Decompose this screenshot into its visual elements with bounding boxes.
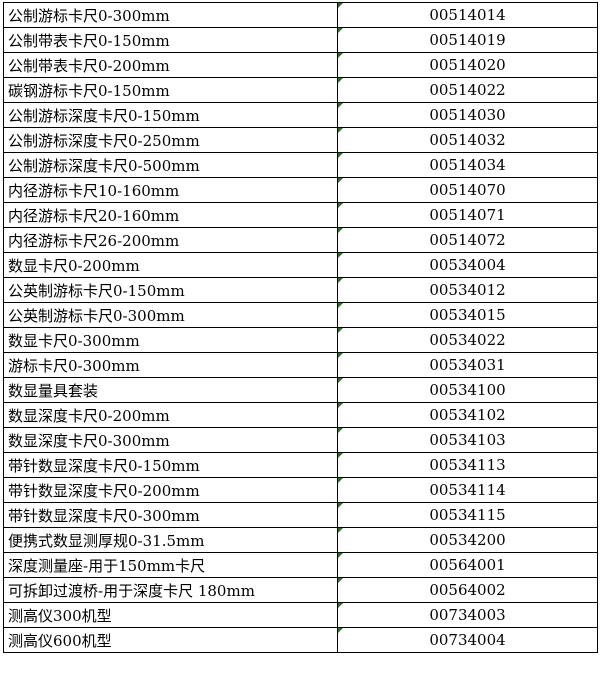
product-name-cell[interactable]: 内径游标卡尺20-160mm	[3, 202, 338, 228]
product-code-cell[interactable]: 00514030	[337, 102, 598, 128]
product-name-cell[interactable]: 数显深度卡尺0-200mm	[3, 402, 338, 428]
product-code-cell[interactable]: 00534004	[337, 252, 598, 278]
product-code-cell[interactable]: 00564001	[337, 552, 598, 578]
table-row: 测高仪600机型 00734004	[3, 627, 598, 653]
product-name-cell[interactable]: 公制游标深度卡尺0-150mm	[3, 102, 338, 128]
table-row: 数显量具套装 00534100	[3, 377, 598, 403]
product-name-cell[interactable]: 碳钢游标卡尺0-150mm	[3, 77, 338, 103]
product-code-cell[interactable]: 00514070	[337, 177, 598, 203]
table-row: 测高仪300机型 00734003	[3, 602, 598, 628]
product-code-cell[interactable]: 00564002	[337, 577, 598, 603]
product-code-cell[interactable]: 00534103	[337, 427, 598, 453]
table-row: 公制游标卡尺0-300mm 00514014	[3, 2, 598, 28]
product-name-cell[interactable]: 测高仪300机型	[3, 602, 338, 628]
product-code-cell[interactable]: 00514020	[337, 52, 598, 78]
product-name-cell[interactable]: 数显卡尺0-200mm	[3, 252, 338, 278]
product-code-cell[interactable]: 00514071	[337, 202, 598, 228]
table-row: 公制游标深度卡尺0-150mm 00514030	[3, 102, 598, 128]
table-row: 公英制游标卡尺0-300mm 00534015	[3, 302, 598, 328]
product-code-cell[interactable]: 00534200	[337, 527, 598, 553]
product-name-cell[interactable]: 便携式数显测厚规0-31.5mm	[3, 527, 338, 553]
table-row: 数显卡尺0-200mm 00534004	[3, 252, 598, 278]
table-row: 公制带表卡尺0-200mm 00514020	[3, 52, 598, 78]
product-name-cell[interactable]: 内径游标卡尺10-160mm	[3, 177, 338, 203]
table-row: 带针数显深度卡尺0-200mm 00534114	[3, 477, 598, 503]
product-code-cell[interactable]: 00534115	[337, 502, 598, 528]
table-row: 数显深度卡尺0-200mm 00534102	[3, 402, 598, 428]
product-name-cell[interactable]: 可拆卸过渡桥-用于深度卡尺 180mm	[3, 577, 338, 603]
product-name-cell[interactable]: 数显深度卡尺0-300mm	[3, 427, 338, 453]
product-code-cell[interactable]: 00514019	[337, 27, 598, 53]
product-name-cell[interactable]: 公英制游标卡尺0-150mm	[3, 277, 338, 303]
product-code-cell[interactable]: 00534113	[337, 452, 598, 478]
table-row: 带针数显深度卡尺0-300mm 00534115	[3, 502, 598, 528]
table-row: 碳钢游标卡尺0-150mm 00514022	[3, 77, 598, 103]
product-code-cell[interactable]: 00514072	[337, 227, 598, 253]
product-code-cell[interactable]: 00534012	[337, 277, 598, 303]
table-row: 公制游标深度卡尺0-500mm 00514034	[3, 152, 598, 178]
product-code-cell[interactable]: 00534100	[337, 377, 598, 403]
product-code-cell[interactable]: 00534102	[337, 402, 598, 428]
product-name-cell[interactable]: 公制游标卡尺0-300mm	[3, 2, 338, 28]
product-name-cell[interactable]: 内径游标卡尺26-200mm	[3, 227, 338, 253]
product-name-cell[interactable]: 公制游标深度卡尺0-500mm	[3, 152, 338, 178]
table-row: 数显深度卡尺0-300mm 00534103	[3, 427, 598, 453]
product-code-cell[interactable]: 00734004	[337, 627, 598, 653]
table-row: 带针数显深度卡尺0-150mm 00534113	[3, 452, 598, 478]
product-code-cell[interactable]: 00514022	[337, 77, 598, 103]
table-row: 可拆卸过渡桥-用于深度卡尺 180mm 00564002	[3, 577, 598, 603]
product-name-cell[interactable]: 游标卡尺0-300mm	[3, 352, 338, 378]
product-name-cell[interactable]: 公英制游标卡尺0-300mm	[3, 302, 338, 328]
table-row: 便携式数显测厚规0-31.5mm 00534200	[3, 527, 598, 553]
table-row: 内径游标卡尺10-160mm 00514070	[3, 177, 598, 203]
product-code-cell[interactable]: 00534022	[337, 327, 598, 353]
product-code-cell[interactable]: 00534114	[337, 477, 598, 503]
product-code-cell[interactable]: 00514014	[337, 2, 598, 28]
product-name-cell[interactable]: 带针数显深度卡尺0-200mm	[3, 477, 338, 503]
product-name-cell[interactable]: 带针数显深度卡尺0-150mm	[3, 452, 338, 478]
product-name-cell[interactable]: 公制带表卡尺0-200mm	[3, 52, 338, 78]
product-name-cell[interactable]: 公制带表卡尺0-150mm	[3, 27, 338, 53]
table-row: 深度测量座-用于150mm卡尺 00564001	[3, 552, 598, 578]
product-name-cell[interactable]: 深度测量座-用于150mm卡尺	[3, 552, 338, 578]
table-row: 公制游标深度卡尺0-250mm 00514032	[3, 127, 598, 153]
product-code-cell[interactable]: 00514032	[337, 127, 598, 153]
product-code-cell[interactable]: 00534015	[337, 302, 598, 328]
spreadsheet-grid: 公制游标卡尺0-300mm 00514014 公制带表卡尺0-150mm 005140…	[3, 2, 598, 653]
table-row: 公英制游标卡尺0-150mm 00534012	[3, 277, 598, 303]
product-name-cell[interactable]: 公制游标深度卡尺0-250mm	[3, 127, 338, 153]
table-row: 内径游标卡尺26-200mm 00514072	[3, 227, 598, 253]
product-name-cell[interactable]: 测高仪600机型	[3, 627, 338, 653]
product-code-cell[interactable]: 00514034	[337, 152, 598, 178]
table-row: 数显卡尺0-300mm 00534022	[3, 327, 598, 353]
product-code-cell[interactable]: 00534031	[337, 352, 598, 378]
table-row: 内径游标卡尺20-160mm 00514071	[3, 202, 598, 228]
table-row: 游标卡尺0-300mm 00534031	[3, 352, 598, 378]
product-name-cell[interactable]: 数显卡尺0-300mm	[3, 327, 338, 353]
product-name-cell[interactable]: 数显量具套装	[3, 377, 338, 403]
table-body: 公制游标卡尺0-300mm 00514014 公制带表卡尺0-150mm 005140…	[3, 2, 598, 653]
table-row: 公制带表卡尺0-150mm 00514019	[3, 27, 598, 53]
product-name-cell[interactable]: 带针数显深度卡尺0-300mm	[3, 502, 338, 528]
product-code-cell[interactable]: 00734003	[337, 602, 598, 628]
